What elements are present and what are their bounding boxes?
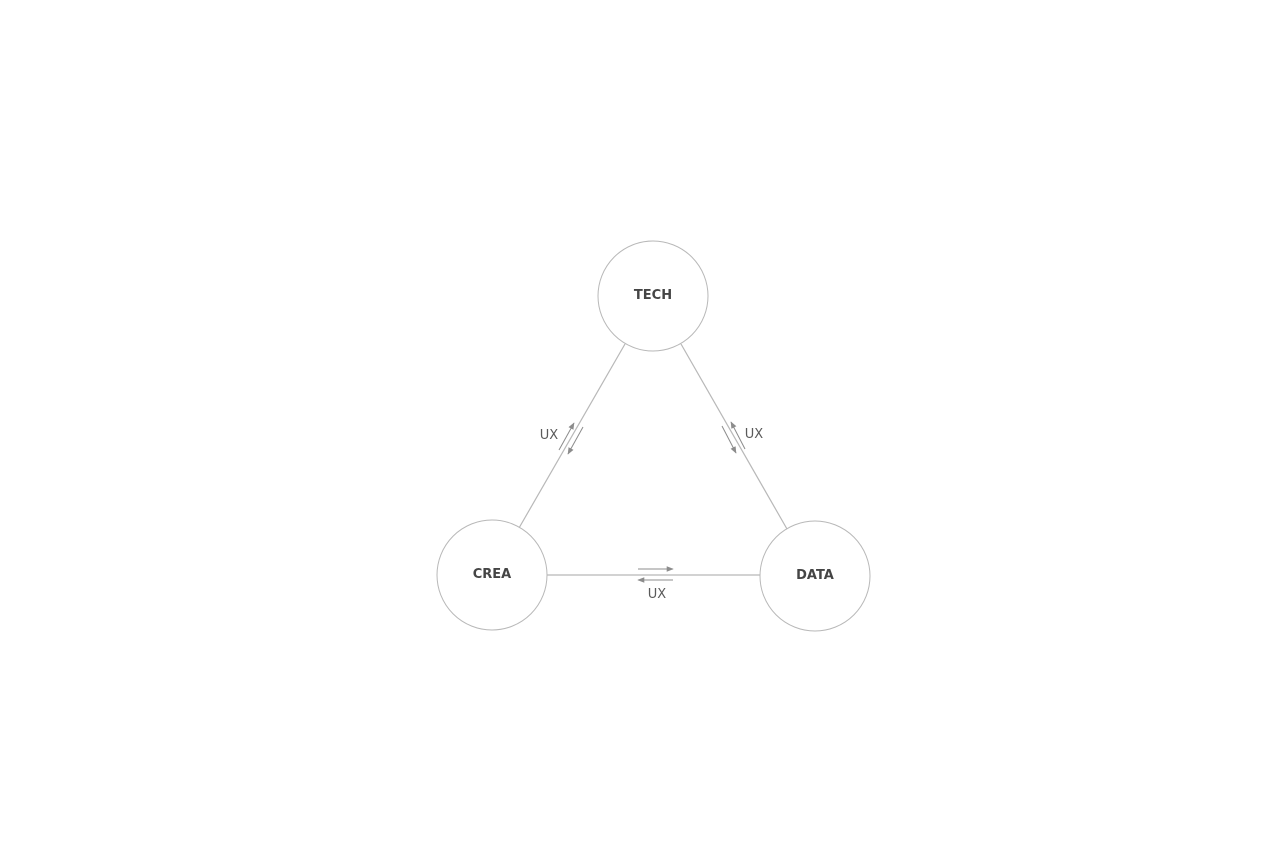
node-tech: TECH [597,240,709,352]
arrow-up-icon [730,421,746,450]
arrow-down-icon [567,426,584,455]
node-crea-label: CREA [473,567,512,582]
arrows-tech-data [721,421,746,454]
arrow-up-icon [558,422,575,451]
arrows-tech-crea [558,422,584,455]
node-data-circle [759,520,871,632]
node-data: DATA [759,520,871,632]
edge-label-tech-crea: UX [540,428,559,443]
edge-tech-crea [518,343,626,529]
node-crea: CREA [436,519,548,631]
node-crea-circle [436,519,548,631]
node-data-label: DATA [796,568,834,583]
edge-tech-data [680,343,788,530]
edge-label-tech-data: UX [745,427,764,442]
arrows-crea-data [637,566,674,583]
arrow-down-icon [721,425,737,454]
node-tech-circle [597,240,709,352]
node-tech-label: TECH [634,288,672,303]
edge-label-crea-data: UX [648,587,667,602]
